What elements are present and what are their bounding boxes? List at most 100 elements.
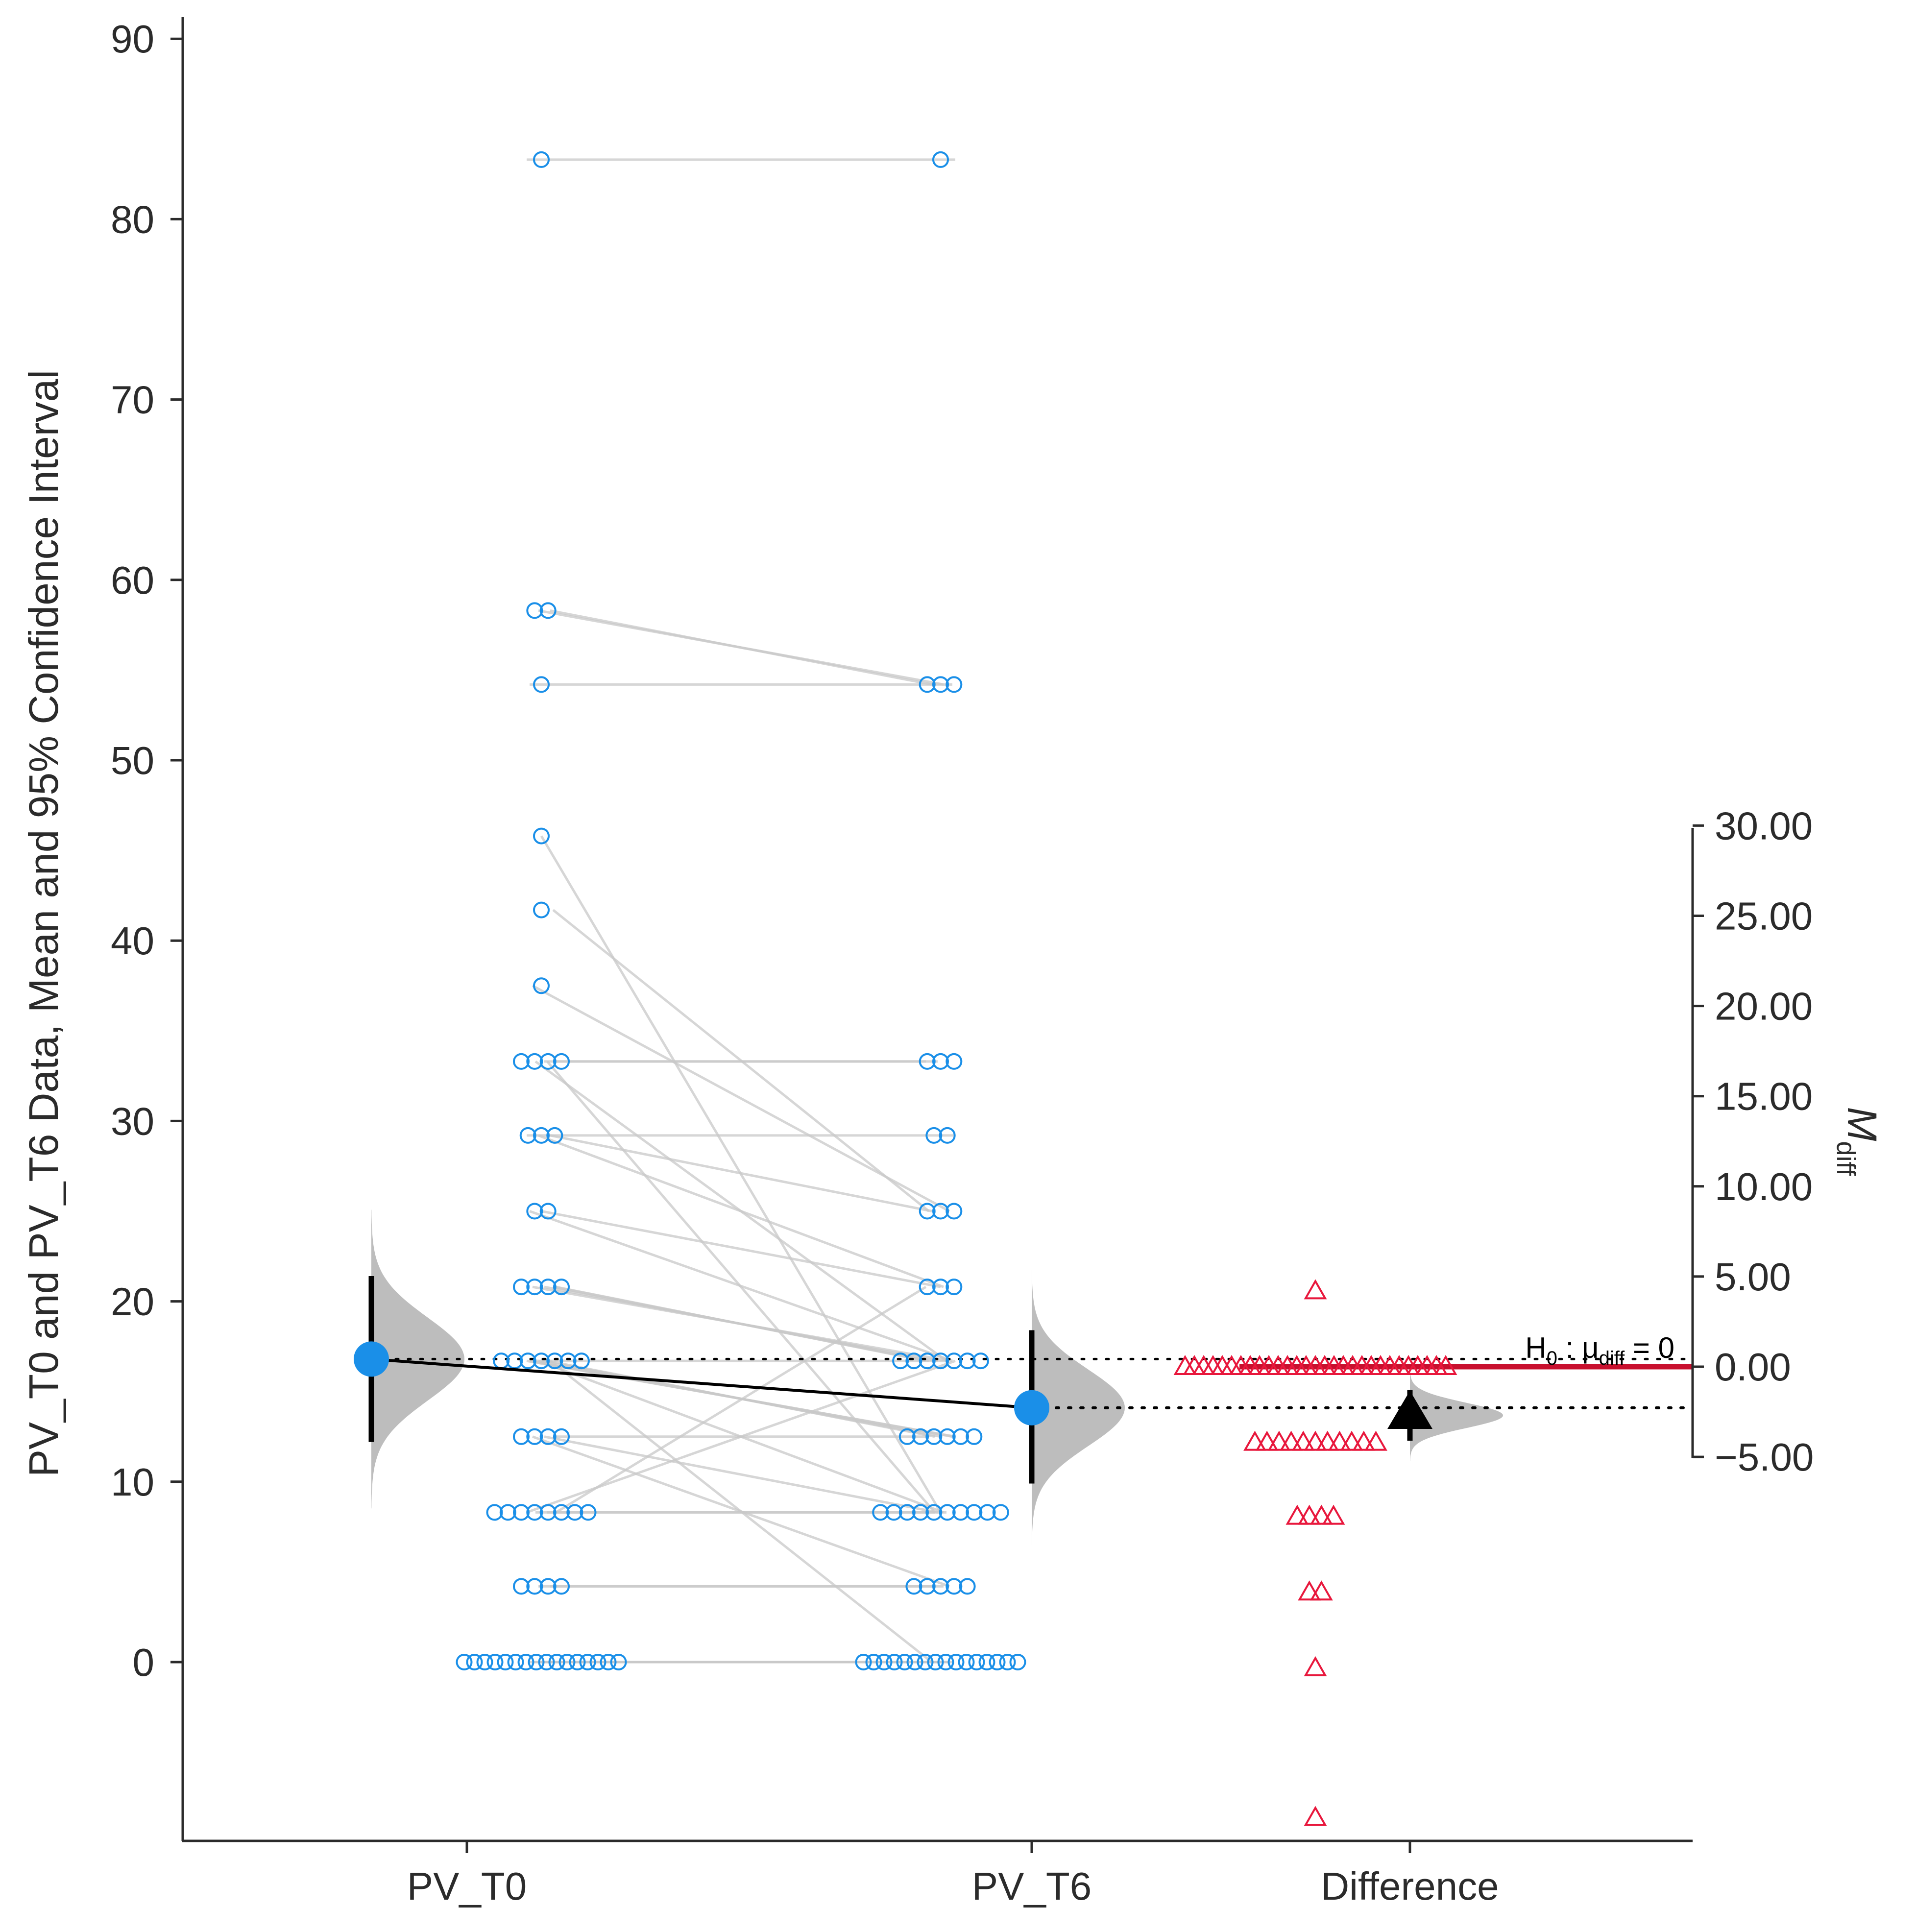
- data-point-pv-t6: [932, 676, 949, 693]
- data-point-pv-t6: [919, 1352, 936, 1370]
- data-point-pv-t0: [526, 1428, 543, 1445]
- difference-tick-label: 0.00: [1715, 1345, 1791, 1389]
- data-point-pv-t0: [553, 1428, 570, 1445]
- difference-axis-label: Mdiff: [1831, 1107, 1885, 1176]
- data-point-pv-t0: [526, 1578, 543, 1595]
- data-point-pv-t0: [526, 1203, 543, 1220]
- data-point-pv-t6: [932, 1053, 949, 1070]
- data-point-pv-t0: [526, 1504, 543, 1521]
- data-point-pv-t0: [539, 1203, 557, 1220]
- data-point-difference: [1291, 1430, 1315, 1451]
- distribution-layer: [371, 1209, 1503, 1546]
- y-axis-label: PV_T0 and PV_T6 Data, Mean and 95% Confi…: [21, 370, 67, 1477]
- data-point-pv-t0: [569, 1654, 586, 1670]
- data-point-pv-t0: [526, 602, 543, 619]
- data-point-difference: [1298, 1504, 1321, 1525]
- data-point-pv-t6: [865, 1654, 882, 1670]
- data-point-pv-t0: [566, 1504, 583, 1521]
- data-point-pv-t0: [517, 1654, 534, 1670]
- pair-line: [541, 1210, 941, 1288]
- data-point-pv-t6: [992, 1504, 1009, 1521]
- data-point-pv-t6: [932, 151, 949, 168]
- h0-mid-subscript: diff: [1599, 1348, 1625, 1369]
- data-point-difference: [1285, 1504, 1309, 1525]
- h0-annotation: H0 : μdiff = 0: [1525, 1331, 1674, 1369]
- sampling-distribution-pv-t0: [371, 1209, 464, 1509]
- y-tick-label: 90: [111, 17, 154, 61]
- pair-line: [526, 1359, 956, 1514]
- data-point-pv-t0: [548, 1654, 565, 1670]
- data-point-pv-t0: [486, 1654, 504, 1670]
- data-point-pv-t0: [533, 1352, 550, 1370]
- pair-lines-layer: [526, 158, 956, 1664]
- data-point-pv-t0: [559, 1352, 577, 1370]
- data-point-pv-t6: [892, 1352, 909, 1370]
- data-point-pv-t6: [925, 1504, 943, 1521]
- data-point-pv-t6: [946, 1279, 963, 1296]
- data-point-pv-t0: [476, 1654, 493, 1670]
- y-tick-label: 20: [111, 1280, 154, 1324]
- data-point-pv-t6: [939, 1428, 956, 1445]
- data-point-pv-t6: [932, 1279, 949, 1296]
- data-point-pv-t6: [946, 1578, 963, 1595]
- data-point-pv-t6: [912, 1504, 929, 1521]
- data-point-pv-t6: [932, 1203, 949, 1220]
- difference-tick-label: 20.00: [1715, 985, 1813, 1028]
- pair-line: [538, 1134, 944, 1288]
- data-point-pv-t0: [533, 151, 550, 168]
- mean-marker-pv-t6: [1014, 1390, 1049, 1425]
- data-point-pv-t6: [959, 1578, 976, 1595]
- data-point-pv-t0: [513, 1504, 530, 1521]
- y-tick-label: 30: [111, 1099, 154, 1143]
- data-point-pv-t0: [519, 1352, 536, 1370]
- data-point-pv-t0: [539, 1053, 557, 1070]
- data-point-pv-t6: [919, 1053, 936, 1070]
- difference-axis-label-subscript: diff: [1831, 1141, 1861, 1176]
- data-point-pv-t0: [558, 1654, 576, 1670]
- data-point-pv-t0: [553, 1578, 570, 1595]
- bottom-axis-ticks: PV_T0 PV_T6 Difference: [407, 1841, 1499, 1908]
- data-point-pv-t6: [925, 1428, 943, 1445]
- category-label-pv-t6: PV_T6: [972, 1864, 1092, 1908]
- data-point-pv-t0: [519, 1127, 536, 1144]
- data-point-pv-t0: [539, 602, 557, 619]
- data-point-pv-t6: [937, 1654, 954, 1670]
- data-point-pv-t0: [533, 977, 550, 994]
- data-point-pv-t0: [589, 1654, 606, 1670]
- mean-marker-difference: [1387, 1390, 1432, 1429]
- data-point-difference: [1340, 1430, 1363, 1451]
- data-point-difference: [1298, 1580, 1321, 1601]
- data-point-pv-t6: [898, 1428, 916, 1445]
- data-point-pv-t6: [872, 1504, 889, 1521]
- data-point-difference: [1316, 1430, 1339, 1451]
- data-point-pv-t6: [958, 1654, 975, 1670]
- h0-suffix: = 0: [1625, 1331, 1674, 1364]
- difference-tick-label: −5.00: [1715, 1435, 1814, 1479]
- data-point-pv-t6: [919, 676, 936, 693]
- data-point-pv-t6: [946, 1352, 963, 1370]
- data-point-pv-t6: [905, 1352, 922, 1370]
- data-point-pv-t0: [553, 1279, 570, 1296]
- data-point-pv-t0: [528, 1654, 545, 1670]
- mean-connector-line: [371, 1357, 1032, 1409]
- data-point-difference: [1304, 1279, 1327, 1300]
- data-point-pv-t6: [919, 1203, 936, 1220]
- sampling-distribution-difference: [1410, 1370, 1503, 1461]
- data-point-pv-t6: [885, 1504, 902, 1521]
- data-point-difference: [1310, 1504, 1333, 1525]
- difference-tick-label: 15.00: [1715, 1075, 1813, 1118]
- data-point-pv-t0: [533, 901, 550, 918]
- pair-line: [544, 1435, 938, 1514]
- data-point-pv-t0: [456, 1654, 473, 1670]
- data-point-pv-t0: [466, 1654, 483, 1670]
- h0-mid: : μ: [1557, 1331, 1599, 1364]
- data-point-pv-t6: [999, 1654, 1016, 1670]
- data-point-pv-t0: [553, 1504, 570, 1521]
- difference-tick-label: 5.00: [1715, 1255, 1791, 1299]
- data-point-pv-t0: [539, 1279, 557, 1296]
- data-point-pv-t0: [507, 1654, 524, 1670]
- data-point-difference: [1322, 1504, 1345, 1525]
- data-point-pv-t6: [912, 1428, 929, 1445]
- data-point-pv-t0: [513, 1053, 530, 1070]
